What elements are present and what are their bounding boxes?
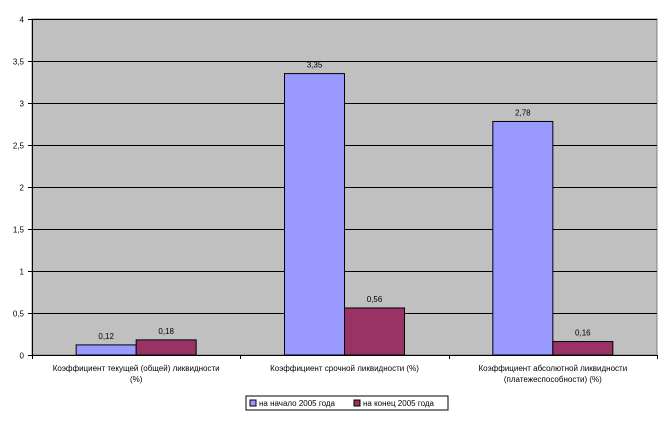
legend-box xyxy=(245,395,449,411)
data-label: 0,18 xyxy=(158,327,174,336)
x-tick-label: (платежеспособности) (%) xyxy=(504,375,602,384)
y-tick-label: 4 xyxy=(20,16,25,25)
legend-label: на конец 2005 года xyxy=(363,399,435,408)
bar xyxy=(75,344,137,356)
bar xyxy=(552,341,614,356)
x-tick-label: Коэффициент абсолютной ликвидности xyxy=(478,364,627,373)
legend-swatch xyxy=(353,399,361,407)
y-tick-label: 1 xyxy=(20,268,25,277)
x-tick-label: Коэффициент срочной ликвидности (%) xyxy=(270,364,419,373)
bar xyxy=(284,73,345,356)
y-tick-label: 3 xyxy=(20,100,25,109)
y-tick-label: 0,5 xyxy=(13,310,25,319)
data-label: 0,56 xyxy=(367,295,383,304)
x-tick-label: (%) xyxy=(130,375,143,384)
data-label: 0,12 xyxy=(98,332,114,341)
y-tick-label: 2 xyxy=(20,184,25,193)
data-label: 0,16 xyxy=(575,329,591,338)
x-tick-label: Коэффициент текущей (общей) ликвидности xyxy=(53,364,220,373)
y-tick-label: 1,5 xyxy=(13,226,25,235)
legend: на начало 2005 года на конец 2005 года xyxy=(245,395,449,411)
data-label: 2,78 xyxy=(515,108,531,117)
legend-label: на начало 2005 года xyxy=(259,399,336,408)
bar xyxy=(492,120,554,356)
bar xyxy=(344,307,405,356)
data-label: 3,35 xyxy=(307,61,323,70)
legend-swatch xyxy=(249,399,257,407)
data-labels: 0,12 0,18 3,35 0,56 2,78 0,16 xyxy=(98,61,591,341)
bar xyxy=(135,339,197,356)
y-tick-label: 0 xyxy=(20,352,25,361)
bars xyxy=(75,73,614,356)
y-tick-label: 3,5 xyxy=(13,58,25,67)
y-tick-label: 2,5 xyxy=(13,142,25,151)
